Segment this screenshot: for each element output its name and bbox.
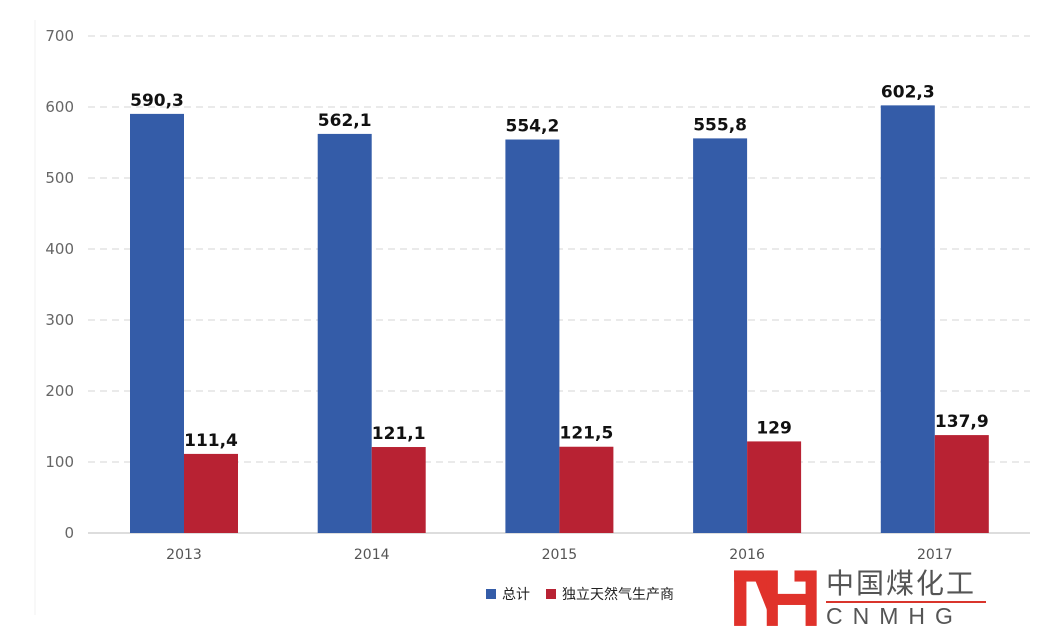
data-label: 590,3 bbox=[130, 91, 184, 111]
bar-independent bbox=[371, 447, 426, 533]
y-tick-label: 700 bbox=[45, 27, 74, 45]
data-label: 111,4 bbox=[184, 431, 238, 451]
data-label: 121,1 bbox=[372, 424, 426, 444]
data-label: 121,5 bbox=[560, 424, 614, 444]
data-label: 562,1 bbox=[318, 111, 372, 131]
y-tick-label: 400 bbox=[45, 240, 74, 258]
bar-total bbox=[317, 133, 372, 533]
legend-swatch bbox=[486, 589, 496, 599]
data-label: 602,3 bbox=[881, 82, 935, 102]
y-tick-label: 200 bbox=[45, 382, 74, 400]
legend-item-total: 总计 bbox=[486, 584, 530, 604]
data-label: 554,2 bbox=[506, 117, 560, 137]
x-tick-label: 2015 bbox=[542, 547, 578, 563]
x-tick-label: 2016 bbox=[729, 547, 765, 563]
legend-item-independent: 独立天然气生产商 bbox=[546, 584, 674, 604]
x-tick-label: 2014 bbox=[354, 547, 390, 563]
logo-cn: 中国煤化工 bbox=[826, 567, 977, 600]
bar-total bbox=[880, 105, 935, 533]
y-tick-label: 600 bbox=[45, 98, 74, 116]
logo-divider bbox=[826, 601, 986, 603]
bar-total bbox=[130, 113, 184, 534]
bar-independent bbox=[559, 446, 614, 533]
data-label: 129 bbox=[756, 418, 792, 438]
bar-independent bbox=[184, 453, 238, 533]
y-tick-label: 100 bbox=[45, 453, 74, 471]
y-tick-label: 300 bbox=[45, 311, 74, 329]
x-tick-label: 2017 bbox=[917, 547, 953, 563]
bar-independent bbox=[934, 435, 989, 533]
logo-mark bbox=[734, 570, 817, 626]
bar-total bbox=[693, 138, 748, 533]
logo-en: CNMHG bbox=[826, 603, 963, 629]
y-tick-label: 0 bbox=[64, 524, 74, 542]
x-tick-label: 2013 bbox=[166, 547, 202, 563]
data-label: 137,9 bbox=[935, 412, 989, 432]
legend-swatch bbox=[546, 589, 556, 599]
y-tick-label: 500 bbox=[45, 169, 74, 187]
legend-label: 独立天然气生产商 bbox=[562, 587, 674, 603]
data-label: 555,8 bbox=[693, 115, 747, 135]
legend: 总计 独立天然气生产商 bbox=[486, 584, 674, 604]
legend-label: 总计 bbox=[502, 587, 530, 603]
bar-independent bbox=[747, 441, 802, 533]
watermark-logo: 中国煤化工 CNMHG bbox=[730, 568, 1050, 629]
bar-total bbox=[505, 139, 560, 533]
